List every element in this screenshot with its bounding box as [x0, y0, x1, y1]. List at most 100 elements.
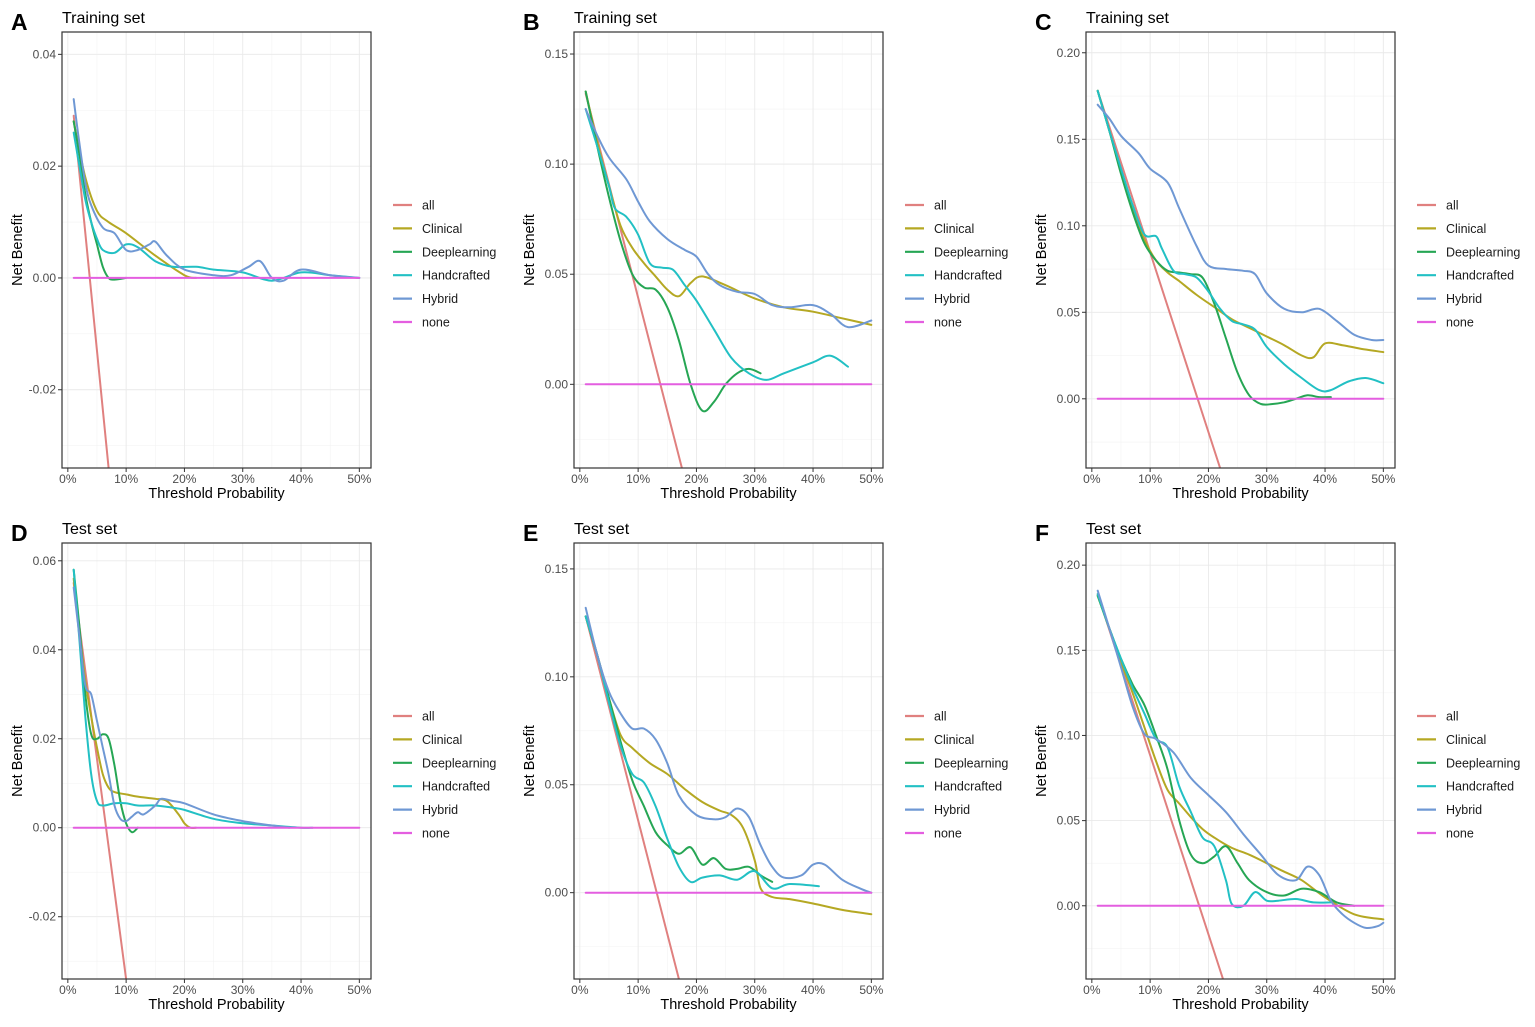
x-tick-label: 20% — [684, 983, 708, 997]
legend-label-hybrid: Hybrid — [1446, 803, 1482, 817]
y-tick-label: -0.02 — [29, 910, 57, 924]
x-tick-label: 50% — [347, 472, 371, 486]
y-tick-label: 0.20 — [1057, 46, 1081, 60]
y-tick-label: 0.10 — [1057, 219, 1081, 233]
x-tick-label: 10% — [626, 472, 650, 486]
plot-background — [1086, 32, 1395, 468]
legend: all Clinical Deeplearning Handcrafted Hybrid… — [393, 710, 496, 841]
legend-label-handcrafted: Handcrafted — [934, 780, 1002, 794]
panel-b: 0% 10% 20% 30% 40% 50% 0.00 0.05 0.10 0.15 Thresho… — [522, 9, 1008, 502]
legend-label-all: all — [1446, 199, 1459, 213]
legend-label-deeplearning: Deeplearning — [1446, 245, 1520, 259]
legend-label-handcrafted: Handcrafted — [1446, 780, 1514, 794]
y-axis-title: Net Benefit — [10, 214, 26, 286]
x-tick-label: 50% — [1371, 472, 1395, 486]
x-axis-title: Threshold Probability — [660, 486, 797, 502]
legend-label-clinical: Clinical — [1446, 733, 1486, 747]
y-tick-label: 0.00 — [545, 377, 569, 391]
legend-label-hybrid: Hybrid — [934, 803, 970, 817]
panel-letter: C — [1035, 9, 1052, 35]
legend-label-all: all — [422, 199, 435, 213]
minor-gridlines — [574, 32, 883, 468]
series-line-all — [584, 615, 680, 979]
x-tick-label: 0% — [571, 983, 589, 997]
x-tick-label: 10% — [1138, 983, 1162, 997]
panel-title: Test set — [574, 521, 630, 538]
x-tick-label: 30% — [743, 472, 767, 486]
legend-label-hybrid: Hybrid — [422, 803, 458, 817]
x-tick-label: 10% — [114, 983, 138, 997]
y-axis-title: Net Benefit — [1034, 214, 1050, 286]
x-axis-title: Threshold Probability — [148, 997, 285, 1013]
legend-label-none: none — [934, 316, 962, 330]
x-tick-label: 20% — [1196, 472, 1220, 486]
x-tick-label: 40% — [1313, 472, 1337, 486]
series-line-all — [72, 114, 110, 468]
series-line-all — [72, 582, 128, 979]
y-tick-label: 0.06 — [33, 554, 57, 568]
y-tick-label: -0.02 — [29, 383, 57, 397]
panel-title: Training set — [574, 10, 658, 27]
series-line-clinical — [584, 615, 873, 916]
y-axis-title: Net Benefit — [522, 725, 538, 797]
y-tick-label: 0.00 — [1057, 392, 1081, 406]
panel-c: 0% 10% 20% 30% 40% 50% 0.00 0.05 0.10 0.15 0.20 Thr… — [1034, 9, 1520, 502]
minor-gridlines — [574, 543, 883, 979]
series-line-hybrid — [584, 108, 873, 329]
legend-label-none: none — [1446, 827, 1474, 841]
series-line-handcrafted — [1096, 593, 1332, 909]
legend-label-all: all — [934, 710, 947, 724]
minor-gridlines — [1086, 32, 1395, 468]
x-tick-label: 20% — [172, 983, 196, 997]
legend-label-clinical: Clinical — [1446, 222, 1486, 236]
x-tick-label: 20% — [684, 472, 708, 486]
legend-label-hybrid: Hybrid — [422, 292, 458, 306]
y-tick-label: 0.00 — [33, 821, 57, 835]
series-line-hybrid — [72, 98, 361, 283]
minor-gridlines — [62, 32, 371, 468]
legend-label-none: none — [422, 827, 450, 841]
plot-frame — [1085, 542, 1396, 980]
series-line-hybrid — [584, 606, 873, 894]
y-tick-label: 0.20 — [1057, 558, 1081, 572]
plot-frame — [573, 542, 884, 980]
panel-letter: A — [11, 9, 28, 35]
legend-label-none: none — [1446, 316, 1474, 330]
series-line-hybrid — [1096, 589, 1385, 930]
y-tick-label: 0.00 — [545, 886, 569, 900]
x-tick-label: 10% — [1138, 472, 1162, 486]
y-tick-label: 0.05 — [545, 778, 569, 792]
panel-letter: F — [1035, 520, 1049, 546]
series-lines — [584, 606, 873, 979]
x-tick-label: 30% — [743, 983, 767, 997]
x-tick-label: 30% — [231, 472, 255, 486]
legend-label-deeplearning: Deeplearning — [934, 756, 1008, 770]
panel-title: Training set — [62, 10, 146, 27]
legend-label-handcrafted: Handcrafted — [1446, 269, 1514, 283]
series-line-handcrafted — [1096, 89, 1385, 393]
y-axis-title: Net Benefit — [522, 214, 538, 286]
y-tick-label: 0.04 — [33, 643, 57, 657]
y-tick-label: 0.15 — [1057, 132, 1081, 146]
plot-frame — [1085, 31, 1396, 469]
series-lines — [72, 98, 361, 468]
x-tick-label: 0% — [59, 983, 77, 997]
x-tick-label: 10% — [626, 983, 650, 997]
legend-label-deeplearning: Deeplearning — [422, 756, 496, 770]
legend-label-none: none — [422, 316, 450, 330]
y-tick-label: 0.02 — [33, 159, 57, 173]
legend-label-clinical: Clinical — [422, 733, 462, 747]
y-tick-label: 0.10 — [545, 157, 569, 171]
series-line-clinical — [1096, 594, 1385, 921]
x-axis-title: Threshold Probability — [1172, 486, 1309, 502]
y-tick-label: 0.02 — [33, 732, 57, 746]
x-tick-label: 40% — [801, 983, 825, 997]
x-axis-title: Threshold Probability — [148, 486, 285, 502]
panel-title: Test set — [62, 521, 118, 538]
legend-label-deeplearning: Deeplearning — [422, 245, 496, 259]
series-lines — [1096, 589, 1385, 979]
x-tick-label: 40% — [289, 472, 313, 486]
panel-letter: D — [11, 520, 28, 546]
legend: all Clinical Deeplearning Handcrafted Hybrid… — [393, 199, 496, 330]
